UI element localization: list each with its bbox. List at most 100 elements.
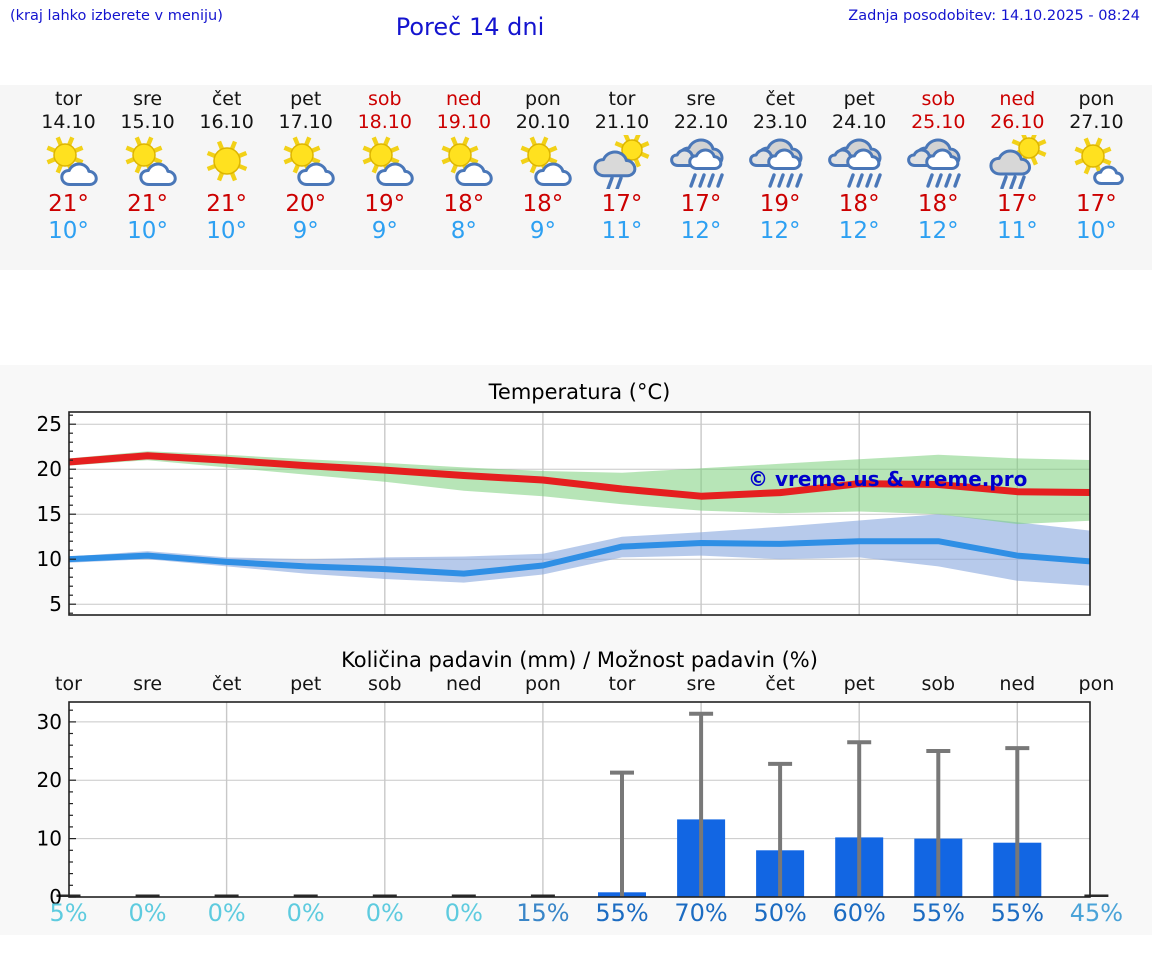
day-max-temp: 17° <box>1076 191 1117 217</box>
precipitation-chart: 0 10 20 30 <box>37 701 1109 909</box>
day-max-temp: 18° <box>522 191 564 217</box>
forecast-day: ned 26.10 17° 11° <box>977 88 1057 245</box>
svg-text:30: 30 <box>37 710 62 734</box>
day-max-temp: 21° <box>48 191 89 217</box>
day-date: 14.10 <box>41 111 96 133</box>
forecast-strip: tor 14.10 21° 10° sre 15.10 21° 10° čet 16.10 21° 1… <box>0 85 1152 270</box>
day-min-temp: 9° <box>292 218 319 244</box>
weather-icon-sun-rain <box>593 135 650 189</box>
day-name: sre <box>686 88 716 110</box>
temperature-chart-title: Temperatura (°C) <box>488 380 671 404</box>
day-max-temp: 19° <box>759 191 801 217</box>
precip-probability: 0% <box>286 899 325 927</box>
day-max-temp: 21° <box>127 191 168 217</box>
day-name: tor <box>608 88 636 110</box>
precip-day-label: sob <box>921 673 956 695</box>
weather-icon-sun-cloud <box>520 136 572 187</box>
weather-icon-rain <box>749 138 803 188</box>
day-max-temp: 20° <box>285 191 327 217</box>
day-date: 27.10 <box>1069 111 1124 133</box>
precip-day-label: sre <box>133 673 163 695</box>
forecast-day: pon 27.10 17° 10° <box>1056 88 1136 245</box>
day-min-temp: 12° <box>838 218 880 244</box>
precip-day-label: tor <box>55 673 82 695</box>
day-max-temp: 17° <box>680 191 722 217</box>
day-name: čet <box>765 88 795 110</box>
forecast-day: pet 17.10 20° 9° <box>266 88 346 245</box>
day-name: pon <box>1078 88 1115 110</box>
svg-text:20: 20 <box>37 457 62 481</box>
weather-icon-sun-cloud <box>283 136 335 187</box>
precip-probability: 60% <box>832 899 886 927</box>
precip-day-label: pet <box>290 673 322 695</box>
precip-probability: 55% <box>911 899 965 927</box>
day-min-temp: 8° <box>450 218 477 244</box>
day-date: 16.10 <box>199 111 254 133</box>
day-max-temp: 18° <box>838 191 880 217</box>
forecast-day: čet 23.10 19° 12° <box>740 88 820 245</box>
weather-icon-rain <box>907 138 961 188</box>
watermark: © vreme.us & vreme.pro <box>748 467 1027 491</box>
day-min-temp: 12° <box>759 218 801 244</box>
day-name: sre <box>133 88 163 110</box>
weather-icon-sun-cloud-small <box>1074 137 1125 186</box>
day-min-temp: 12° <box>680 218 722 244</box>
svg-text:5: 5 <box>49 592 62 616</box>
precip-day-label: čet <box>211 673 242 695</box>
day-min-temp: 9° <box>371 218 398 244</box>
forecast-day: tor 21.10 17° 11° <box>582 88 662 245</box>
svg-text:0: 0 <box>49 885 62 909</box>
day-date: 18.10 <box>357 111 412 133</box>
menu-hint[interactable]: (kraj lahko izberete v meniju) <box>10 8 223 24</box>
day-date: 21.10 <box>594 111 650 133</box>
precip-day-label: ned <box>999 673 1036 695</box>
svg-text:10: 10 <box>37 547 62 571</box>
day-date: 26.10 <box>990 111 1045 133</box>
svg-text:10: 10 <box>37 827 62 851</box>
precip-probability: 70% <box>674 899 728 927</box>
day-name: sob <box>921 88 956 110</box>
precip-probability: 5% <box>49 899 88 927</box>
temperature-chart: 5 10 15 20 25 © vreme.us & vreme.pro <box>37 411 1091 616</box>
day-name: ned <box>445 88 482 110</box>
forecast-day: sob 25.10 18° 12° <box>898 88 978 245</box>
precip-day-label: pon <box>525 673 561 695</box>
forecast-day: ned 19.10 18° 8° <box>424 88 504 245</box>
weather-icon-sun-cloud <box>441 136 493 187</box>
day-date: 25.10 <box>911 111 966 133</box>
precipitation-chart-title: Količina padavin (mm) / Možnost padavin … <box>341 648 818 672</box>
forecast-day: pet 24.10 18° 12° <box>819 88 899 245</box>
forecast-day: sre 15.10 21° 10° <box>108 88 188 245</box>
day-max-temp: 21° <box>206 191 248 217</box>
day-min-temp: 12° <box>917 218 959 244</box>
day-date: 19.10 <box>436 111 492 133</box>
svg-text:20: 20 <box>37 768 62 792</box>
day-name: sob <box>367 88 402 110</box>
day-max-temp: 18° <box>443 191 485 217</box>
day-date: 15.10 <box>120 111 175 133</box>
precip-probability: 55% <box>990 899 1044 927</box>
precipitation-probability-row: 5% 0% 0% 0% 0% 0% 15% 55% 70% 50% 60% 55% 55% 45% <box>0 899 1152 931</box>
page-title: Poreč 14 dni <box>395 13 545 41</box>
svg-text:25: 25 <box>37 412 62 436</box>
precip-day-label: pet <box>843 673 875 695</box>
precip-probability: 45% <box>1069 899 1124 927</box>
precip-day-label: sre <box>686 673 716 695</box>
day-max-temp: 19° <box>364 191 406 217</box>
day-date: 20.10 <box>515 111 571 133</box>
precip-probability: 55% <box>595 899 649 927</box>
precip-day-label: ned <box>445 673 482 695</box>
precip-day-label: čet <box>765 673 795 695</box>
day-name: pet <box>290 88 322 110</box>
forecast-day: pon 20.10 18° 9° <box>503 88 583 245</box>
precip-probability: 50% <box>753 899 807 927</box>
day-date: 23.10 <box>752 111 808 133</box>
weather-icon-rain <box>670 138 724 188</box>
day-date: 24.10 <box>831 111 887 133</box>
precip-probability: 0% <box>128 899 167 927</box>
forecast-day: čet 16.10 21° 10° <box>187 88 267 245</box>
precip-day-label: tor <box>608 673 636 695</box>
day-date: 22.10 <box>673 111 729 133</box>
day-min-temp: 11° <box>996 218 1038 244</box>
precip-probability: 15% <box>516 899 570 927</box>
